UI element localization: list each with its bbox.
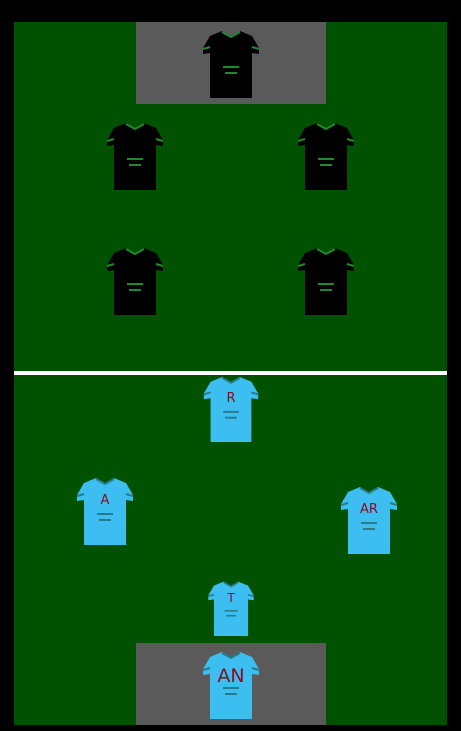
jersey-label: R (226, 391, 236, 406)
home-defender-jersey[interactable]: T (207, 580, 255, 636)
home-forward-jersey[interactable]: R (202, 375, 260, 442)
away-goalkeeper-jersey[interactable] (202, 29, 260, 98)
jersey-label: T (227, 591, 235, 605)
jersey-icon (340, 487, 398, 554)
halfway-line (14, 371, 447, 375)
jersey-icon (202, 31, 260, 98)
jersey-label: AN (217, 665, 245, 687)
away-right-forward-jersey[interactable] (297, 246, 355, 315)
jersey-label: A (100, 493, 110, 508)
away-right-back-jersey[interactable] (297, 121, 355, 190)
away-left-forward-jersey[interactable] (106, 246, 164, 315)
jersey-icon (76, 478, 134, 545)
jersey-icon (208, 581, 254, 636)
home-goalkeeper-jersey[interactable]: AN (202, 650, 260, 719)
home-left-mid-jersey[interactable]: A (76, 476, 134, 545)
jersey-icon (297, 248, 355, 315)
jersey-icon (106, 248, 164, 315)
home-right-mid-jersey[interactable]: AR (340, 485, 398, 554)
jersey-icon (106, 123, 164, 190)
jersey-icon (202, 652, 260, 719)
jersey-label: AR (360, 502, 378, 517)
jersey-icon (297, 123, 355, 190)
jersey-icon (203, 376, 259, 442)
away-left-back-jersey[interactable] (106, 121, 164, 190)
